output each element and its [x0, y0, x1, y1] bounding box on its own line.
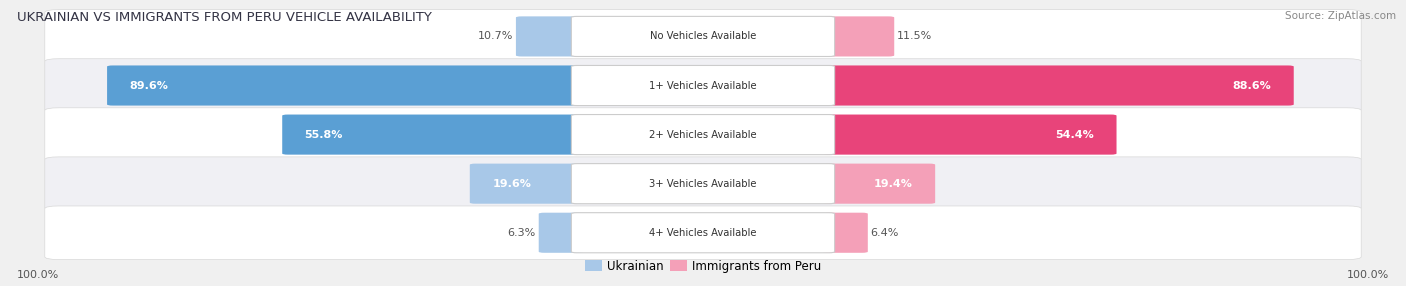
FancyBboxPatch shape	[538, 213, 582, 253]
FancyBboxPatch shape	[824, 164, 935, 204]
Text: 2+ Vehicles Available: 2+ Vehicles Available	[650, 130, 756, 140]
FancyBboxPatch shape	[283, 114, 582, 155]
FancyBboxPatch shape	[45, 108, 1361, 161]
Text: 100.0%: 100.0%	[17, 271, 59, 280]
Text: 19.6%: 19.6%	[492, 179, 531, 189]
FancyBboxPatch shape	[107, 65, 582, 106]
Text: 1+ Vehicles Available: 1+ Vehicles Available	[650, 80, 756, 90]
FancyBboxPatch shape	[571, 114, 835, 155]
FancyBboxPatch shape	[45, 157, 1361, 210]
Text: UKRAINIAN VS IMMIGRANTS FROM PERU VEHICLE AVAILABILITY: UKRAINIAN VS IMMIGRANTS FROM PERU VEHICL…	[17, 11, 432, 24]
Text: 55.8%: 55.8%	[305, 130, 343, 140]
FancyBboxPatch shape	[571, 16, 835, 56]
Text: 10.7%: 10.7%	[478, 31, 513, 41]
FancyBboxPatch shape	[824, 65, 1294, 106]
Text: 54.4%: 54.4%	[1056, 130, 1094, 140]
Text: No Vehicles Available: No Vehicles Available	[650, 31, 756, 41]
Legend: Ukrainian, Immigrants from Peru: Ukrainian, Immigrants from Peru	[579, 255, 827, 277]
Text: 3+ Vehicles Available: 3+ Vehicles Available	[650, 179, 756, 189]
Text: 11.5%: 11.5%	[897, 31, 932, 41]
FancyBboxPatch shape	[45, 206, 1361, 259]
Text: 19.4%: 19.4%	[875, 179, 912, 189]
Text: 100.0%: 100.0%	[1347, 271, 1389, 280]
Text: 89.6%: 89.6%	[129, 80, 169, 90]
FancyBboxPatch shape	[470, 164, 582, 204]
FancyBboxPatch shape	[824, 213, 868, 253]
Text: 4+ Vehicles Available: 4+ Vehicles Available	[650, 228, 756, 238]
Text: Source: ZipAtlas.com: Source: ZipAtlas.com	[1285, 11, 1396, 21]
FancyBboxPatch shape	[45, 59, 1361, 112]
FancyBboxPatch shape	[571, 164, 835, 204]
Text: 88.6%: 88.6%	[1233, 80, 1271, 90]
FancyBboxPatch shape	[824, 114, 1116, 155]
Text: 6.3%: 6.3%	[508, 228, 536, 238]
FancyBboxPatch shape	[571, 65, 835, 106]
Text: 6.4%: 6.4%	[870, 228, 898, 238]
FancyBboxPatch shape	[824, 16, 894, 56]
FancyBboxPatch shape	[571, 213, 835, 253]
FancyBboxPatch shape	[516, 16, 582, 56]
FancyBboxPatch shape	[45, 10, 1361, 63]
